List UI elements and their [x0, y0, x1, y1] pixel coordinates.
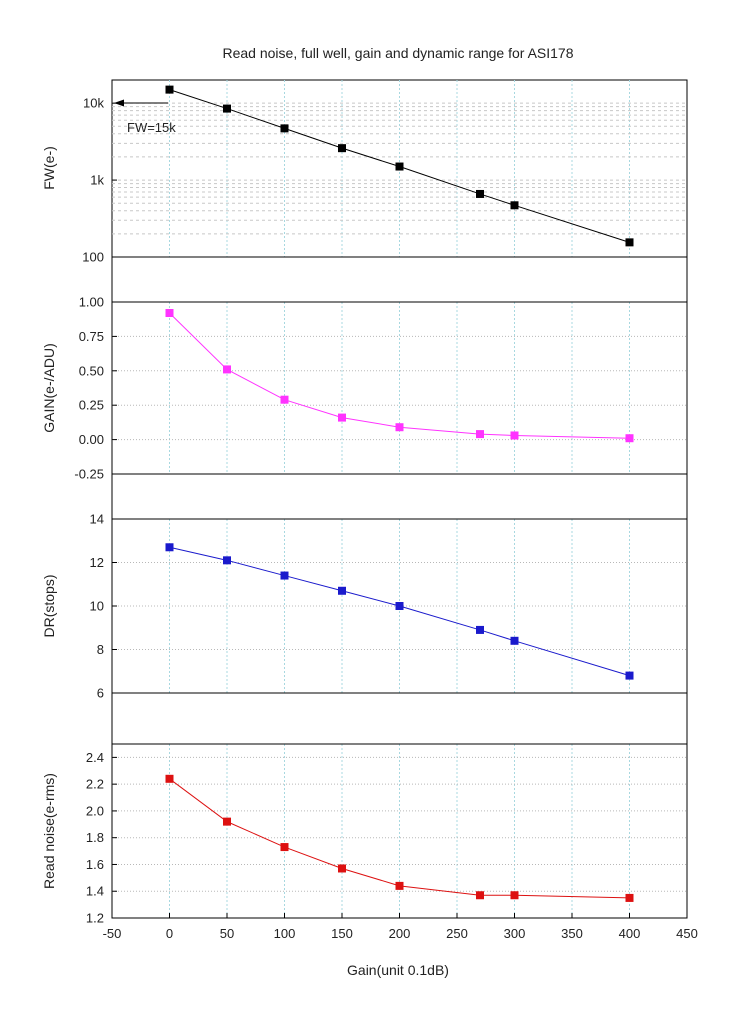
dr-y-tick-label: 14	[90, 512, 104, 527]
x-tick-label: 0	[166, 926, 173, 941]
fw-data-point	[510, 201, 519, 210]
filler-box-1	[111, 256, 688, 303]
gain-series-points	[165, 309, 634, 443]
fw-y-tick-label: 100	[82, 250, 104, 265]
read-noise-data-point	[165, 774, 174, 783]
chart-title: Read noise, full well, gain and dynamic …	[223, 45, 574, 61]
read-noise-series-line	[169, 778, 630, 899]
read-noise-data-point	[510, 891, 519, 900]
fw-data-point	[338, 144, 346, 153]
gain-data-point	[625, 434, 634, 443]
gain-data-point	[476, 430, 484, 439]
gain-y-tick-label: 0.50	[79, 363, 104, 378]
read-noise-y-tick-label: 1.8	[86, 830, 104, 845]
fw-data-point	[625, 238, 634, 247]
dr-y-tick-label: 12	[90, 555, 104, 570]
dr-y-tick-label: 8	[97, 642, 104, 657]
dr-y-ticks: 6 8 10 12 14	[90, 512, 117, 701]
gain-y-axis-title: GAIN(e-/ADU)	[41, 343, 57, 432]
fw-data-point	[223, 104, 231, 113]
filler-box-3	[111, 692, 688, 745]
x-tick-label: -50	[103, 926, 122, 941]
read-noise-data-point	[338, 864, 346, 873]
x-tick-label: 150	[331, 926, 353, 941]
gain-data-point	[510, 431, 519, 440]
read-noise-y-tick-label: 2.4	[86, 750, 104, 765]
dr-series-points	[165, 543, 634, 680]
read-noise-series-points	[165, 774, 634, 902]
filler-box-2	[111, 473, 688, 520]
gain-y-ticks: -0.25 0.00 0.25 0.50 0.75 1.00	[74, 295, 117, 482]
gain-data-point	[338, 413, 346, 422]
dr-data-point	[476, 625, 484, 634]
gain-series-line	[169, 312, 630, 439]
dr-y-tick-label: 6	[97, 686, 104, 701]
x-tick-label: 250	[446, 926, 468, 941]
gain-gridlines	[112, 302, 687, 474]
fw-data-point	[395, 162, 404, 171]
gain-panel: -0.25 0.00 0.25 0.50 0.75 1.00 GAIN(e-/ADU)	[41, 295, 688, 482]
read-noise-y-tick-label: 1.4	[86, 884, 104, 899]
dr-data-point	[395, 602, 404, 610]
fw-data-point	[476, 189, 484, 198]
dr-panel: 6 8 10 12 14 DR(stops)	[41, 512, 688, 701]
read-noise-data-point	[625, 893, 634, 902]
read-noise-y-tick-label: 2.0	[86, 803, 104, 818]
fw-series-line	[169, 89, 630, 243]
dr-data-point	[280, 571, 289, 580]
read-noise-y-axis-title: Read noise(e-rms)	[41, 773, 57, 889]
dr-data-point	[223, 556, 231, 565]
dr-series-line	[169, 546, 630, 677]
read-noise-y-ticks: 1.2 1.4 1.6 1.8 2.0 2.2 2.4	[86, 750, 117, 926]
fw-data-point	[280, 124, 289, 133]
gain-data-point	[223, 365, 231, 374]
x-tick-label: 450	[676, 926, 698, 941]
gain-y-tick-label: 1.00	[79, 295, 104, 310]
read-noise-data-point	[395, 881, 404, 890]
fw-panel: 100 1k 10k FW(e-) FW=15k	[41, 79, 688, 265]
gain-data-point	[165, 309, 174, 318]
x-axis: -50 0 50 100 150 200 250 300 350 400 450	[103, 913, 698, 941]
fw-y-tick-label: 10k	[83, 96, 104, 111]
read-noise-y-tick-label: 1.2	[86, 911, 104, 926]
fw-y-tick-label: 1k	[90, 173, 104, 188]
read-noise-data-point	[223, 817, 231, 826]
x-tick-label: 200	[389, 926, 411, 941]
dr-data-point	[165, 543, 174, 552]
x-axis-title: Gain(unit 0.1dB)	[347, 962, 449, 978]
dr-gridlines	[112, 519, 687, 693]
fw-data-point	[165, 85, 174, 94]
dr-data-point	[338, 586, 346, 595]
gain-y-tick-label: 0.75	[79, 329, 104, 344]
x-tick-label: 100	[274, 926, 296, 941]
dr-data-point	[625, 671, 634, 680]
gain-data-point	[280, 395, 289, 404]
fw-y-ticks: 100 1k 10k	[82, 96, 117, 265]
read-noise-y-tick-label: 2.2	[86, 777, 104, 792]
read-noise-gridlines	[112, 744, 687, 918]
read-noise-panel: 1.2 1.4 1.6 1.8 2.0 2.2 2.4 Read noise(e-rms)	[41, 743, 688, 926]
x-tick-label: 300	[504, 926, 526, 941]
gain-y-tick-label: 0.25	[79, 398, 104, 413]
fw-series-points	[165, 85, 634, 247]
read-noise-data-point	[476, 891, 484, 900]
read-noise-y-tick-label: 1.6	[86, 857, 104, 872]
dr-y-tick-label: 10	[90, 599, 104, 614]
gain-y-tick-label: 0.00	[79, 432, 104, 447]
gain-data-point	[395, 423, 404, 432]
x-tick-label: 50	[220, 926, 234, 941]
gain-y-tick-label: -0.25	[74, 467, 104, 482]
dr-y-axis-title: DR(stops)	[41, 574, 57, 637]
x-tick-label: 350	[561, 926, 583, 941]
fw-annotation-arrowhead	[114, 99, 124, 107]
read-noise-data-point	[280, 843, 289, 852]
fw-annotation-label: FW=15k	[127, 120, 176, 135]
fw-y-axis-title: FW(e-)	[41, 146, 57, 190]
x-tick-label: 400	[619, 926, 641, 941]
dr-data-point	[510, 636, 519, 645]
read-noise-plot-area	[111, 743, 688, 919]
